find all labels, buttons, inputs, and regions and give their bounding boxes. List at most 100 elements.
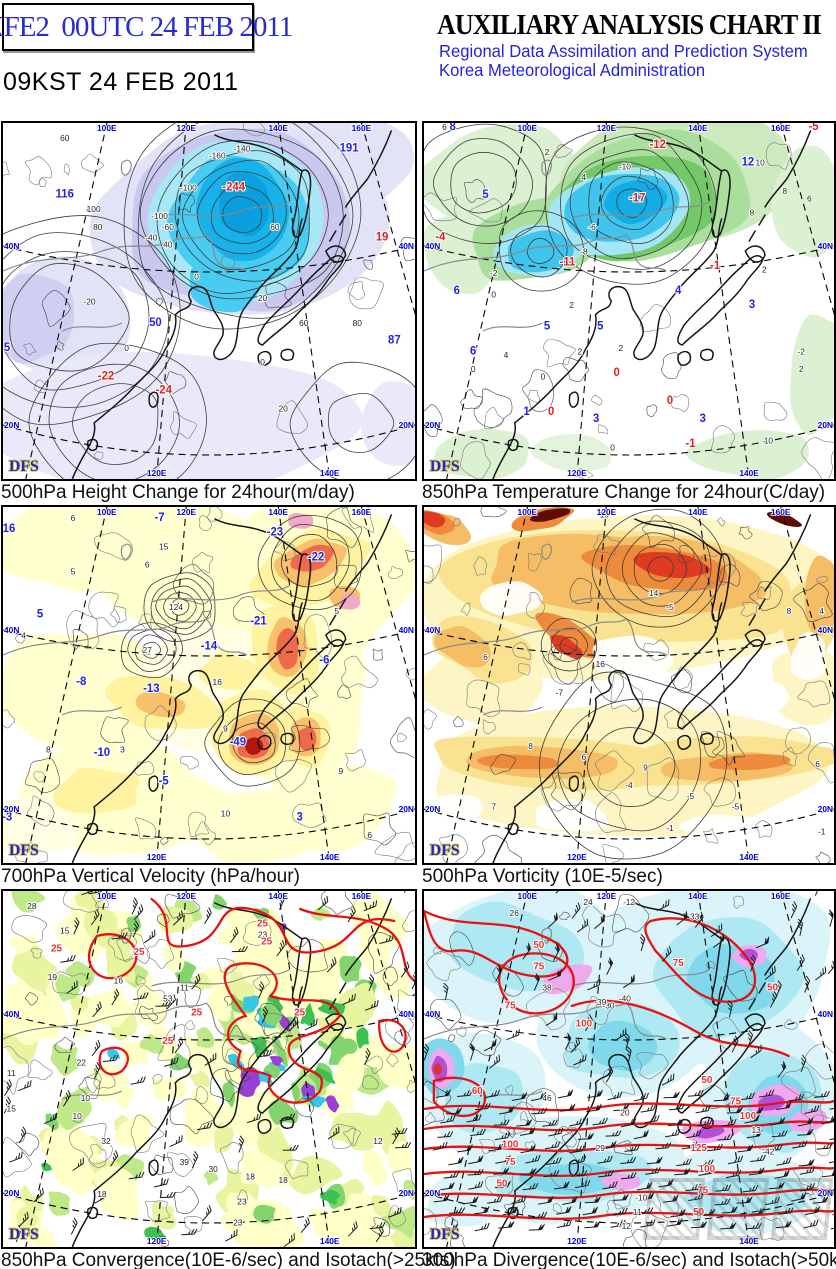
svg-text:20N: 20N <box>818 1188 833 1198</box>
svg-text:-17: -17 <box>629 192 645 204</box>
svg-text:50: 50 <box>149 317 162 329</box>
svg-text:9: 9 <box>643 762 648 772</box>
svg-text:16: 16 <box>213 677 223 687</box>
svg-text:40N: 40N <box>399 1009 414 1019</box>
panel-caption: 500hPa Vorticity (10E-5/sec) <box>422 866 663 887</box>
svg-text:140E: 140E <box>268 123 288 133</box>
svg-text:120E: 120E <box>147 468 167 478</box>
svg-text:-22: -22 <box>98 370 114 382</box>
svg-text:60: 60 <box>472 1086 483 1097</box>
svg-text:20N: 20N <box>4 804 19 814</box>
svg-text:-23: -23 <box>267 526 283 538</box>
svg-text:8: 8 <box>528 741 533 751</box>
chart-id-text: AXFE2 00UTC 24 FEB 2011 <box>0 10 293 43</box>
svg-text:140E: 140E <box>688 891 708 901</box>
svg-text:25: 25 <box>257 919 268 930</box>
svg-text:19: 19 <box>376 231 389 243</box>
svg-text:39: 39 <box>180 1157 190 1167</box>
svg-text:-4: -4 <box>625 780 633 790</box>
svg-text:-10: -10 <box>635 1193 647 1203</box>
svg-text:11: 11 <box>633 1207 642 1217</box>
svg-text:0: 0 <box>541 371 546 381</box>
svg-text:15: 15 <box>7 1104 17 1114</box>
graticule <box>3 123 415 479</box>
svg-text:60: 60 <box>299 318 309 328</box>
country-borders <box>424 159 711 332</box>
svg-text:20N: 20N <box>399 804 414 814</box>
panel-700hpa-vertical-velocity: 615512427164698961035-16-7-23-225-14-21-… <box>1 505 417 888</box>
svg-text:3: 3 <box>296 811 302 823</box>
contour-noise <box>3 507 415 863</box>
svg-text:40N: 40N <box>4 1009 19 1019</box>
svg-text:0: 0 <box>614 367 620 379</box>
svg-text:16: 16 <box>114 976 124 986</box>
panel-caption: 300hPa Divergence(10E-6/sec) and Isotach… <box>422 1250 836 1269</box>
map-canvas-convergence: 28 15 19 16 11 53 23 22 11 10 15 32 39 30 18 18 23 23 18 12… <box>1 889 417 1249</box>
svg-text:0: 0 <box>124 343 129 353</box>
svg-text:120E: 120E <box>597 507 617 517</box>
svg-text:20: 20 <box>620 1107 630 1117</box>
dfs-label: DFS <box>430 458 460 475</box>
coastlines <box>71 898 392 1247</box>
svg-text:140E: 140E <box>739 1236 759 1246</box>
graticule <box>424 507 834 863</box>
svg-text:16: 16 <box>596 659 606 669</box>
svg-text:100E: 100E <box>518 891 538 901</box>
svg-text:100: 100 <box>576 1018 593 1029</box>
value-annotations: -16 -7 -23 -22 5 -14 -21 -8 -13 -6 -49 -10 -5 -3 3 <box>3 511 330 824</box>
svg-text:-39: -39 <box>594 997 606 1007</box>
isotach-lines <box>87 897 415 1104</box>
svg-text:160E: 160E <box>352 507 372 517</box>
svg-text:-12: -12 <box>619 1221 631 1231</box>
svg-text:100: 100 <box>699 1164 716 1175</box>
svg-text:2: 2 <box>618 343 623 353</box>
svg-text:-7: -7 <box>556 688 564 698</box>
svg-text:191: 191 <box>340 142 360 154</box>
svg-text:8: 8 <box>750 208 755 218</box>
value-annotations: 116 -244 191 19 50 87 -22 -24 5 <box>3 141 402 397</box>
svg-text:-60: -60 <box>162 222 174 232</box>
svg-text:0: 0 <box>610 442 615 452</box>
svg-text:23: 23 <box>258 929 268 939</box>
svg-text:24: 24 <box>583 897 593 907</box>
edge-labels: 100E 120E 140E 160E 120E 140E 40N 20N 40N 20N <box>424 123 834 479</box>
chart-id-box: AXFE2 00UTC 24 FEB 2011 <box>0 3 293 51</box>
svg-text:80: 80 <box>93 222 103 232</box>
svg-text:140E: 140E <box>688 507 708 517</box>
svg-text:75: 75 <box>505 1000 516 1011</box>
svg-text:-5: -5 <box>808 123 819 133</box>
svg-text:0: 0 <box>548 406 554 418</box>
svg-text:-10: -10 <box>619 161 631 171</box>
svg-text:6: 6 <box>815 759 820 769</box>
graticule <box>3 507 415 863</box>
svg-text:20: 20 <box>278 403 288 413</box>
panel-850hpa-convergence: 28 15 19 16 11 53 23 22 11 10 15 32 39 30 18 18 23 23 18 12… <box>1 889 456 1269</box>
dfs-label: DFS <box>430 842 460 859</box>
map-svg-vertical-velocity-700: 615512427164698961035-16-7-23-225-14-21-… <box>3 507 415 863</box>
panel-850hpa-temp-change: 6 2 -10 4 -6 -8 -2 0 2 2 4 0 2 0 10 8 6 8 2 -2 2 10 0 8 -5 5 -12 12… <box>422 121 836 504</box>
svg-text:6: 6 <box>145 559 150 569</box>
map-canvas-vertical-velocity: 615512427164698961035-16-7-23-225-14-21-… <box>1 505 417 865</box>
svg-text:100E: 100E <box>518 507 538 517</box>
svg-text:140E: 140E <box>688 123 708 133</box>
svg-text:8: 8 <box>782 186 787 196</box>
svg-text:116: 116 <box>56 189 74 201</box>
contour-labels: 28 15 19 16 11 53 23 22 11 10 15 32 39 30 18 18 23 23 18 12… <box>6 900 384 1229</box>
svg-text:-42: -42 <box>762 1146 774 1156</box>
map-svg-convergence-850: 28 15 19 16 11 53 23 22 11 10 15 32 39 30 18 18 23 23 18 12… <box>3 891 415 1247</box>
svg-text:-5: -5 <box>732 802 740 812</box>
svg-text:75: 75 <box>730 1097 741 1108</box>
svg-text:140E: 140E <box>320 468 340 478</box>
svg-text:-8: -8 <box>580 247 588 257</box>
dfs-label: DFS <box>430 1226 460 1243</box>
svg-text:4: 4 <box>504 350 509 360</box>
svg-text:-100: -100 <box>180 183 197 193</box>
svg-text:6: 6 <box>582 752 587 762</box>
panel-caption: 500hPa Height Change for 24hour(m/day) <box>1 482 355 503</box>
svg-text:75: 75 <box>533 961 544 972</box>
contour-labels: 19 14 8 4 16 -7 8 6 9 -4 -5 -5 -1 6 7 -1 6 -5 <box>482 509 827 838</box>
svg-text:25: 25 <box>162 1036 173 1047</box>
